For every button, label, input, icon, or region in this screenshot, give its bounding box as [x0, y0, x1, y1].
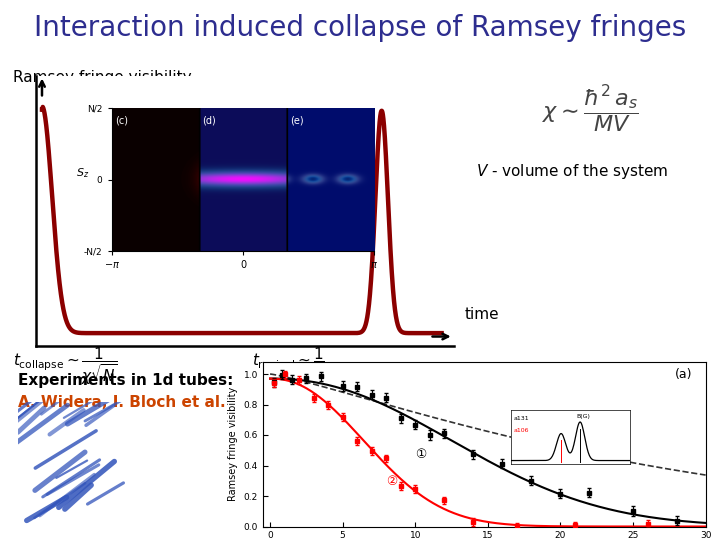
Text: time: time [464, 307, 499, 322]
Text: $\chi \sim \dfrac{\hbar^2\, a_s}{M V}$: $\chi \sim \dfrac{\hbar^2\, a_s}{M V}$ [542, 84, 639, 136]
Text: ②: ② [386, 475, 397, 488]
Text: $t_{\rm collapse} \sim \dfrac{1}{\chi\sqrt{N}}$: $t_{\rm collapse} \sim \dfrac{1}{\chi\sq… [12, 346, 117, 387]
Text: ①: ① [415, 448, 426, 461]
Text: (a): (a) [675, 368, 693, 381]
Y-axis label: Ramsey fringe visibility: Ramsey fringe visibility [228, 387, 238, 501]
Text: $t_{\rm revival} \sim \dfrac{1}{\chi}$: $t_{\rm revival} \sim \dfrac{1}{\chi}$ [251, 346, 325, 379]
Text: Interaction induced collapse of Ramsey fringes: Interaction induced collapse of Ramsey f… [34, 14, 686, 42]
Text: a131: a131 [513, 416, 529, 421]
Text: Experiments in 1d tubes:: Experiments in 1d tubes: [18, 373, 233, 388]
Text: B(G): B(G) [577, 414, 590, 419]
Text: (e): (e) [290, 116, 304, 126]
Text: (d): (d) [202, 116, 216, 126]
Text: (c): (c) [115, 116, 128, 126]
Text: A. Widera, I. Bloch et al.: A. Widera, I. Bloch et al. [18, 395, 225, 410]
Text: Ramsey fringe visibility: Ramsey fringe visibility [13, 70, 192, 85]
Text: a106: a106 [513, 428, 529, 433]
Text: $V$ - volume of the system: $V$ - volume of the system [476, 162, 669, 181]
Y-axis label: $S_z$: $S_z$ [76, 166, 89, 179]
